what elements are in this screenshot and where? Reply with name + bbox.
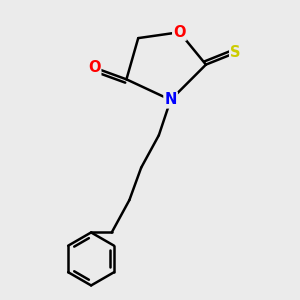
Text: O: O	[173, 25, 186, 40]
Text: N: N	[164, 92, 177, 107]
Text: S: S	[230, 45, 241, 60]
Text: O: O	[88, 60, 100, 75]
